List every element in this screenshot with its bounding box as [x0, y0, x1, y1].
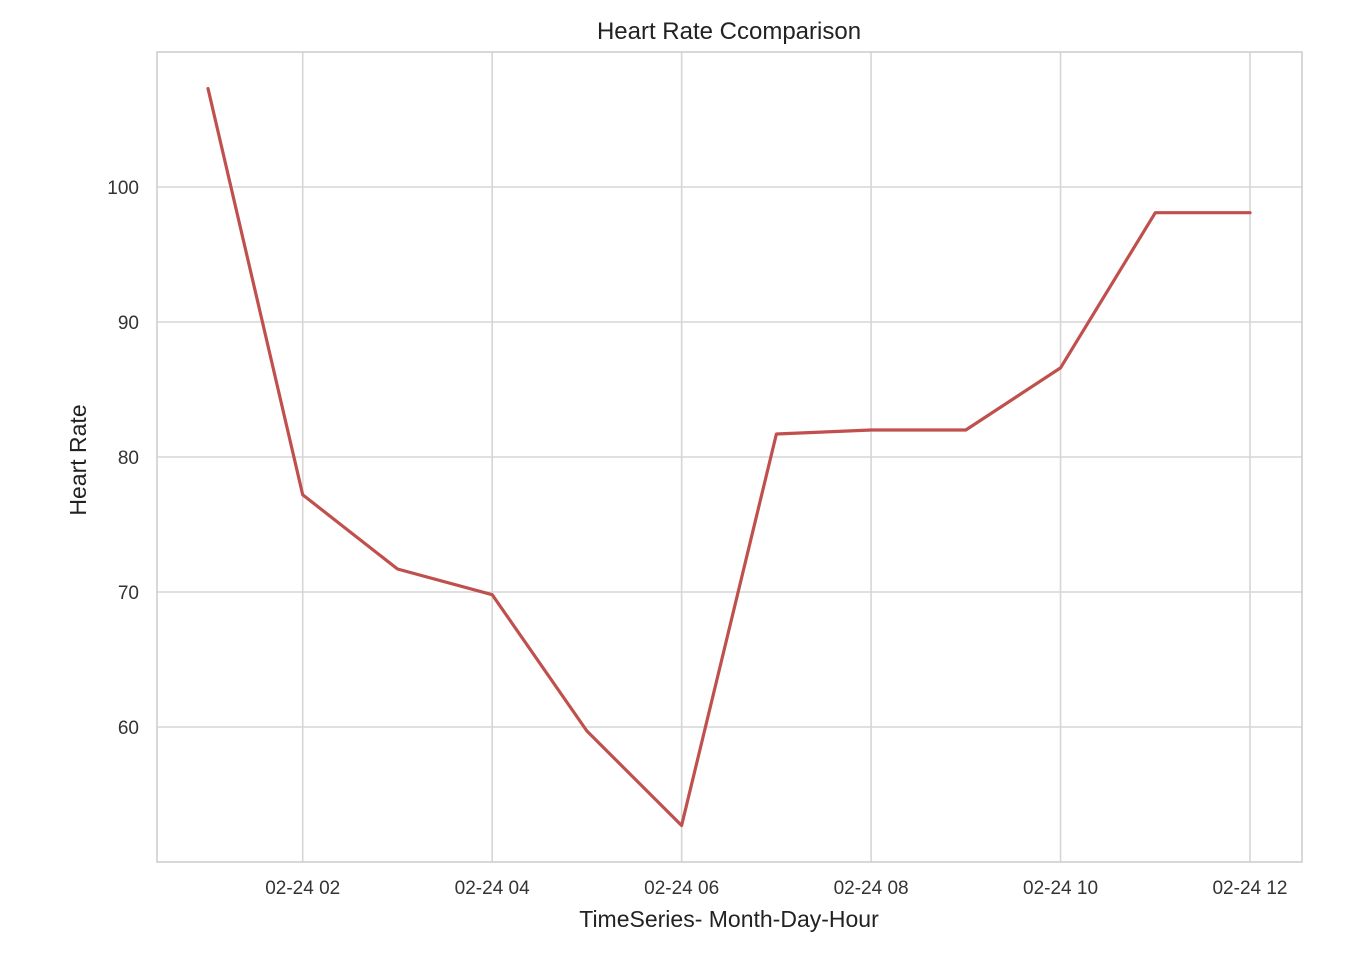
y-axis-title: Heart Rate [65, 404, 91, 515]
x-tick-label: 02-24 08 [834, 878, 909, 899]
data-series [206, 86, 1252, 828]
x-tick-labels: 02-24 02 02-24 04 02-24 06 02-24 08 02-24 10… [265, 878, 1287, 899]
heart-rate-series-line [206, 86, 1252, 828]
x-axis-title: TimeSeries- Month-Day-Hour [579, 906, 879, 932]
x-tick-label: 02-24 06 [644, 878, 719, 899]
plot-frame [156, 51, 1303, 863]
x-tick-label: 02-24 12 [1212, 878, 1287, 899]
y-tick-label: 90 [118, 313, 139, 334]
chart-title: Heart Rate Ccomparison [597, 18, 861, 45]
y-tick-label: 100 [107, 178, 139, 199]
x-tick-label: 02-24 10 [1023, 878, 1098, 899]
x-tick-label: 02-24 02 [265, 878, 340, 899]
gridlines [157, 52, 1302, 862]
y-tick-labels: 60 70 80 90 100 [107, 178, 139, 739]
y-tick-label: 70 [118, 583, 139, 604]
y-tick-label: 80 [118, 448, 139, 469]
y-tick-label: 60 [118, 718, 139, 739]
x-tick-label: 02-24 04 [455, 878, 530, 899]
